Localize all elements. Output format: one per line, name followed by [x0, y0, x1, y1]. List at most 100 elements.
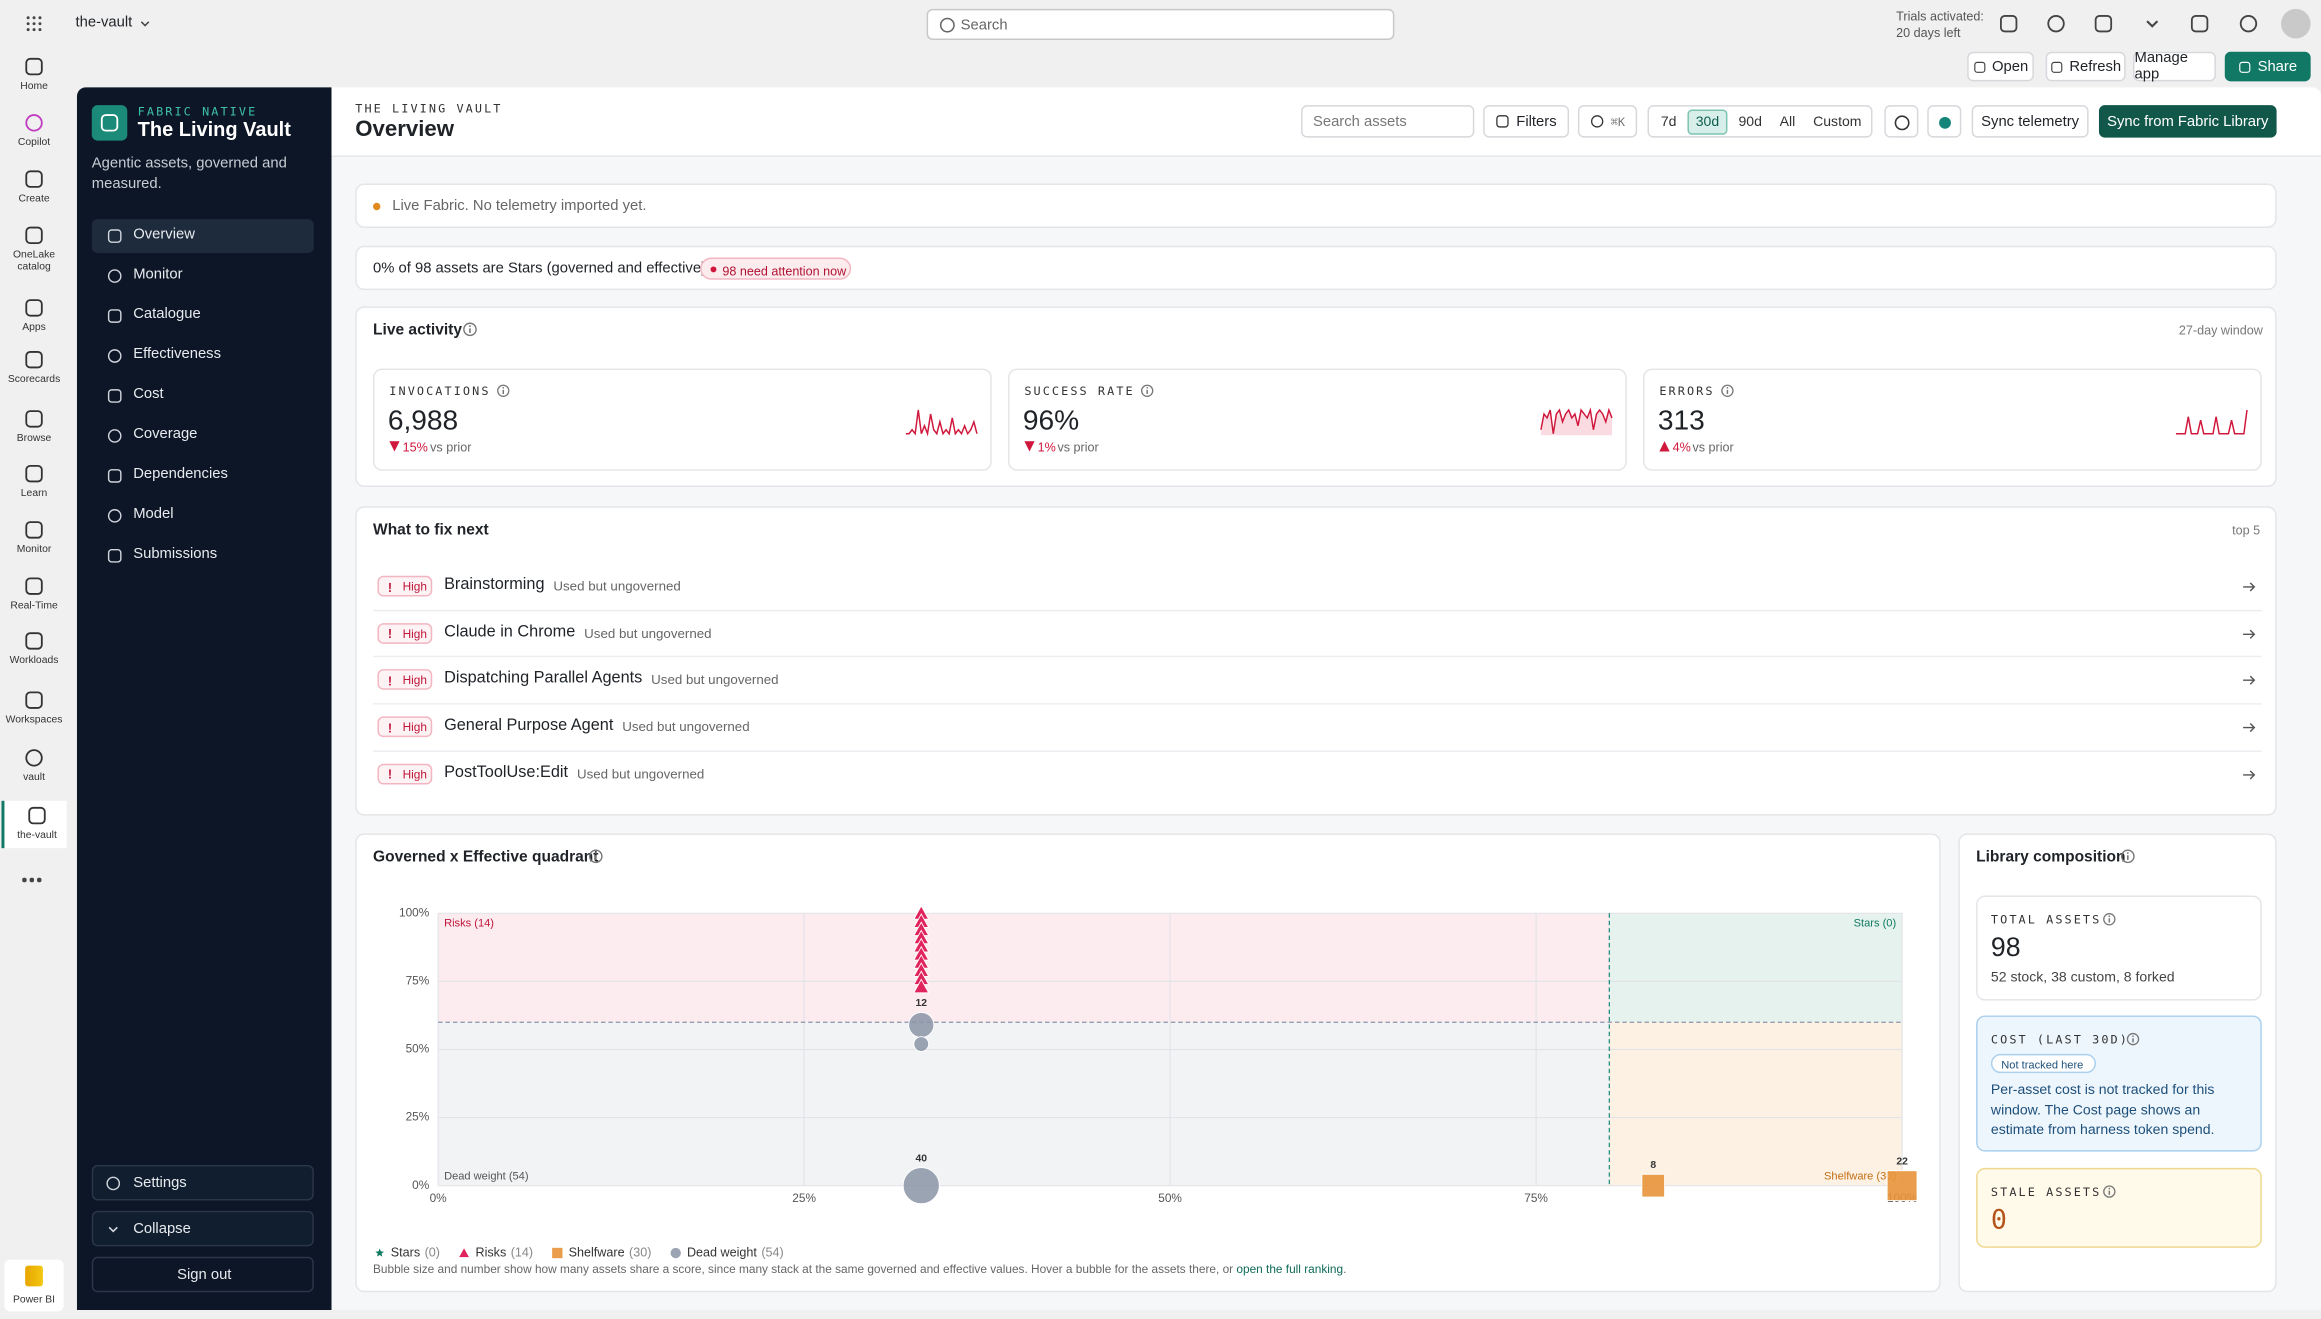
summary-text: 0% of 98 assets are Stars (governed and … [373, 260, 711, 277]
theme-toggle[interactable] [1884, 105, 1919, 138]
rail-more[interactable] [18, 873, 48, 885]
toolbar-button[interactable] [2142, 13, 2163, 34]
icon-shape [25, 226, 43, 245]
rail-item[interactable]: OneLake catalog [1, 221, 66, 283]
rail-item[interactable]: Home [1, 52, 66, 99]
action-button[interactable]: Open [1967, 51, 2034, 82]
icon-shape [2243, 770, 2256, 780]
delta-arrow-shape [389, 441, 400, 452]
icon-shape [106, 1176, 121, 1191]
sync-telemetry-button[interactable]: Sync telemetry [1971, 105, 2089, 138]
sidebar-button[interactable]: Sign out [91, 1256, 314, 1293]
rail-item[interactable]: Create [1, 164, 66, 211]
main-area: THE LIVING VAULT Overview Search assets Fil… [331, 87, 2321, 1311]
rail-item[interactable]: Workloads [1, 626, 66, 673]
range-option[interactable]: Custom [1813, 113, 1862, 130]
asset-search[interactable]: Search assets [1301, 105, 1475, 138]
bubble[interactable] [908, 1011, 935, 1039]
sync-library-button[interactable]: Sync from Fabric Library [2098, 105, 2277, 138]
sidebar-button[interactable]: Settings [91, 1164, 314, 1201]
footnote-link[interactable]: open the full ranking [1236, 1262, 1344, 1276]
app-launcher[interactable] [25, 15, 43, 33]
range-option[interactable]: 30d [1686, 108, 1729, 134]
nav-item[interactable]: Effectiveness [92, 339, 314, 373]
rail-item[interactable]: Learn [1, 459, 66, 506]
toolbar-button[interactable] [2093, 13, 2114, 34]
rail-item[interactable]: vault [1, 743, 66, 790]
bubble[interactable] [913, 1036, 930, 1052]
nav-label: Catalogue [133, 306, 201, 323]
rail-item[interactable]: Workspaces [1, 685, 66, 732]
rail-item[interactable]: Browse [1, 404, 66, 451]
rail-footer[interactable]: Power BI [4, 1259, 64, 1312]
bubble[interactable] [1886, 1170, 1918, 1202]
total-detail: 52 stock, 38 custom, 8 forked [1990, 969, 2175, 986]
live-activity-card: Live activity 27-day window INVOCATIONS 6,9… [355, 306, 2277, 487]
range-option[interactable]: All [1779, 113, 1796, 130]
icon-shape [28, 806, 46, 825]
bubble[interactable] [902, 1167, 940, 1205]
more-dot [22, 877, 26, 882]
quadrant-chart: 0%25%50%75%100%0%25%50%75%100%Risks (14)… [399, 904, 1918, 1205]
avatar[interactable] [2281, 8, 2311, 39]
y-tick-label: 75% [406, 974, 430, 988]
total-assets-box: TOTAL ASSETS 98 52 stock, 38 custom, 8 for… [1976, 895, 2262, 1001]
nav-item[interactable]: Overview [91, 219, 314, 254]
icon-shape [2239, 15, 2258, 33]
icon-shape [2047, 15, 2065, 33]
action-button[interactable]: Refresh [2045, 51, 2126, 82]
nav-item[interactable]: Dependencies [92, 459, 314, 493]
fix-row[interactable]: ! High Dispatching Parallel Agents Used but… [373, 658, 2262, 705]
nav-item[interactable]: Model [92, 499, 314, 533]
icon-shape [25, 170, 43, 188]
fix-row[interactable]: ! High Brainstorming Used but ungoverned [373, 564, 2262, 611]
toolbar-button[interactable] [1998, 13, 2019, 34]
nav-item[interactable]: Coverage [92, 419, 314, 453]
rail-item[interactable]: Real-Time [1, 571, 66, 618]
action-button[interactable]: Share [2224, 51, 2311, 82]
sparkline [905, 409, 978, 437]
rail-item[interactable]: Copilot [1, 108, 66, 155]
nav-item[interactable]: Catalogue [92, 299, 314, 333]
icon [2103, 1185, 2116, 1198]
asset-search-placeholder: Search assets [1312, 113, 1407, 131]
icon-shape [2146, 20, 2159, 28]
status-toggle[interactable] [1927, 105, 1962, 138]
bubble[interactable] [913, 978, 930, 994]
action-button[interactable]: Manage app [2133, 50, 2216, 83]
command-button[interactable]: ⌘K [1577, 105, 1638, 138]
icon [25, 749, 43, 767]
filters-button[interactable]: Filters [1483, 105, 1570, 138]
icon [2121, 849, 2135, 864]
priority-icon: ! [387, 767, 393, 783]
range-option[interactable]: 90d [1738, 113, 1762, 130]
nav-item[interactable]: Submissions [92, 539, 314, 573]
range-option[interactable]: 7d [1660, 113, 1677, 130]
fix-row[interactable]: ! High PostToolUse:Edit Used but ungoverned [373, 752, 2262, 799]
workspace-name[interactable]: the-vault [75, 14, 133, 32]
rail-item[interactable]: Apps [1, 293, 66, 340]
nav-item[interactable]: Cost [92, 379, 314, 413]
icon-shape [107, 349, 122, 363]
nav-label: Overview [133, 226, 195, 243]
fix-row[interactable]: ! High Claude in Chrome Used but ungoverned [373, 611, 2262, 658]
sidebar-button[interactable]: Collapse [91, 1210, 314, 1247]
attention-badge[interactable]: 98 need attention now [700, 257, 852, 280]
toolbar-button[interactable] [2046, 13, 2067, 34]
delta-arrow-shape [1659, 441, 1670, 452]
toolbar-button[interactable] [2189, 13, 2210, 34]
icon [2239, 15, 2258, 33]
x-tick-label: 0% [430, 1191, 448, 1205]
rail-item[interactable]: Monitor [1, 515, 66, 562]
bubble[interactable] [1641, 1173, 1666, 1198]
rail-item[interactable]: the-vault [1, 800, 67, 849]
global-search[interactable]: Search [926, 8, 1395, 40]
notice-dot [373, 202, 381, 211]
rail-item[interactable]: Scorecards [1, 345, 66, 392]
nav-item[interactable]: Monitor [92, 259, 314, 293]
fix-row[interactable]: ! High General Purpose Agent Used but ungov… [373, 705, 2262, 752]
toolbar-button[interactable] [2238, 13, 2259, 34]
fix-reason: Used but ungoverned [553, 578, 681, 594]
rail-label: Browse [16, 433, 52, 445]
icon-shape [100, 114, 119, 132]
